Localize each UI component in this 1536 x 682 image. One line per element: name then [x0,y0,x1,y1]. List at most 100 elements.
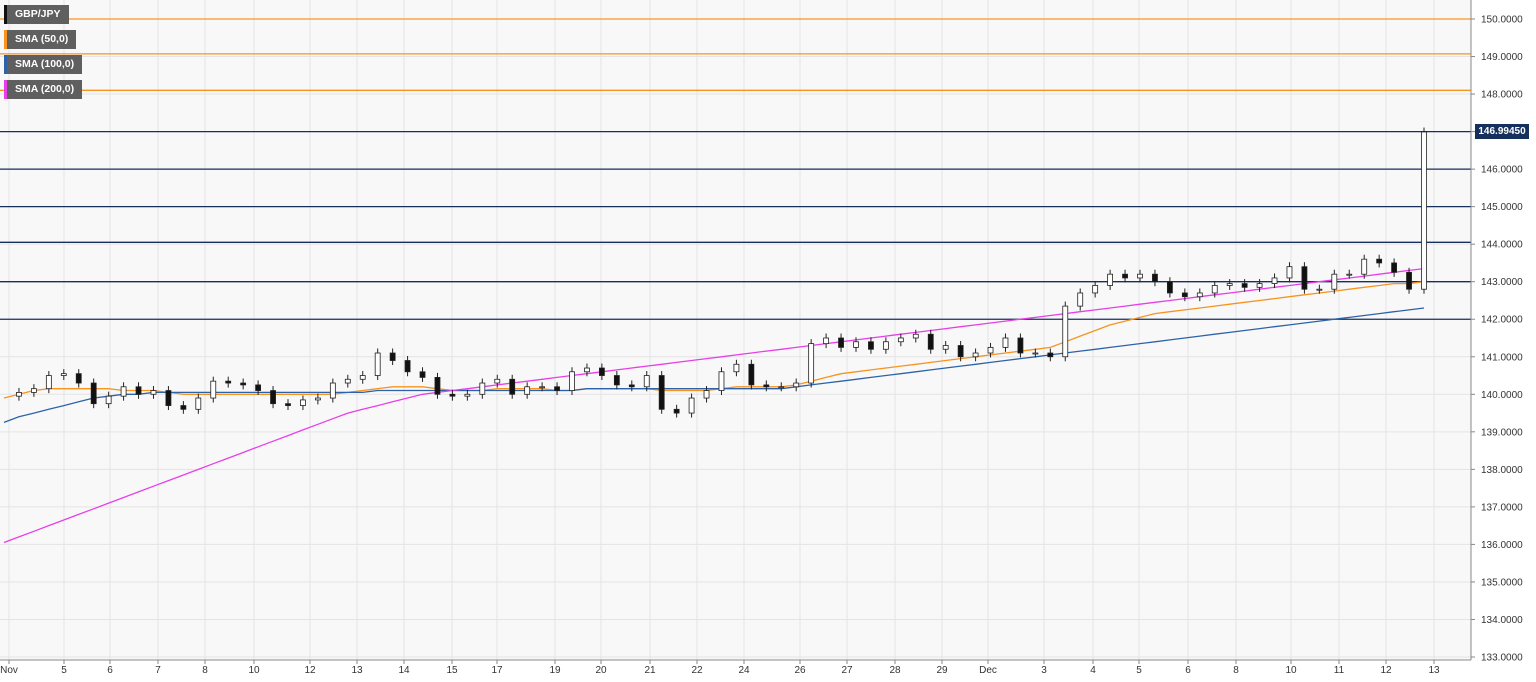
candle-body [1406,271,1412,290]
x-tick-label: 8 [1233,665,1239,676]
y-tick-label: 139.0000 [1481,427,1523,438]
candle-body [300,399,306,406]
candle-body [464,393,471,397]
candle-body [374,352,381,376]
x-tick-label: Dec [979,665,997,676]
candle-body [359,375,366,380]
candle-body [150,390,157,395]
y-tick-label: 138.0000 [1481,465,1523,476]
candle-body [718,371,725,391]
x-tick-label: 27 [841,665,853,676]
price-series [16,127,1427,418]
candle-body [225,380,232,384]
candle-body [1077,292,1084,307]
legend-swatch [4,80,7,99]
y-tick-label: 145.0000 [1481,202,1523,213]
candle-body [838,337,844,348]
legend-item-sma50[interactable]: SMA (50,0) [4,30,77,49]
x-tick-label: 5 [1136,665,1142,676]
candle-body [165,390,172,406]
legend-label: SMA (200,0) [15,83,75,95]
x-tick-label: 11 [1334,665,1345,676]
candle-body [1271,277,1278,284]
candle-body [584,367,590,373]
legend-item-sma100[interactable]: SMA (100,0) [4,55,83,74]
candle-body [539,386,546,389]
x-tick-label: 22 [691,665,703,676]
candle-body [90,382,97,405]
y-tick-label: 135.0000 [1481,577,1523,588]
candle-body [1331,273,1338,290]
candle-body [957,345,964,358]
candle-body [912,333,919,339]
x-tick-label: 24 [738,665,750,676]
candle-body [1391,262,1398,273]
candle-body [419,371,426,378]
sma-line [3,307,1425,424]
sma-lines [3,267,1425,544]
candle-body [927,333,934,350]
candle-body [1107,273,1114,286]
candle-body [255,384,262,391]
legend-label: SMA (50,0) [15,33,69,45]
candle-body [1092,285,1099,294]
y-tick-label: 134.0000 [1481,615,1523,626]
candle-body [434,377,441,395]
y-tick-label: 140.0000 [1481,390,1523,401]
candle-body [449,393,456,397]
candle-body [494,378,501,384]
sma-line [3,267,1425,544]
candle-body [793,382,800,388]
candle-body [1122,273,1128,279]
candle-body [1346,273,1353,276]
candle-body [389,352,396,361]
candle-body [1256,283,1263,288]
candle-body [1241,283,1248,288]
y-axis: 133.0000 134.0000 135.0000 136.0000 137.0000… [1470,0,1523,664]
y-tick-label: 148.0000 [1481,90,1523,101]
legend-item-sma200[interactable]: SMA (200,0) [4,80,83,99]
legend-label: GBP/JPY [15,8,61,20]
plot-background [0,0,1471,660]
last-price-tag: 146.99450 [1475,124,1529,139]
candle-body [329,382,336,399]
candle-body [703,390,710,399]
candle-body [1226,283,1233,286]
legend-item-gbpjpy[interactable]: GBP/JPY [4,5,69,24]
candle-body [105,395,112,405]
candle-body [1181,292,1188,298]
y-tick-label: 143.0000 [1481,277,1523,288]
candle-body [1166,281,1173,294]
candle-body [75,373,82,384]
candle-body [1316,288,1323,291]
x-tick-label: 19 [549,665,561,676]
candle-body [823,337,830,345]
x-tick-label: 12 [1380,665,1392,676]
candle-body [554,386,560,391]
candle-body [1047,352,1054,358]
candle-body [180,405,187,410]
candle-body [240,382,247,386]
candle-body [942,345,949,350]
horizontal-levels [0,18,1471,320]
candle-body [45,375,52,390]
candle-body [882,341,889,350]
legend-swatch [4,5,7,24]
candle-body [120,386,127,397]
candle-body [1376,258,1383,264]
x-tick-label: 20 [595,665,607,676]
x-tick-label: 3 [1041,665,1047,676]
y-tick-label: 144.0000 [1481,240,1523,251]
candle-body [60,373,67,376]
x-tick-label: 15 [446,665,458,676]
candle-body [314,397,321,401]
candle-body [868,341,874,350]
x-tick-label: 21 [644,665,656,676]
candle-body [598,367,605,376]
x-tick-label: 10 [1285,665,1297,676]
x-tick-label: 5 [61,665,67,676]
candle-body [1211,285,1218,294]
x-tick-label: 10 [248,665,260,676]
x-tick-label: 8 [202,665,208,676]
